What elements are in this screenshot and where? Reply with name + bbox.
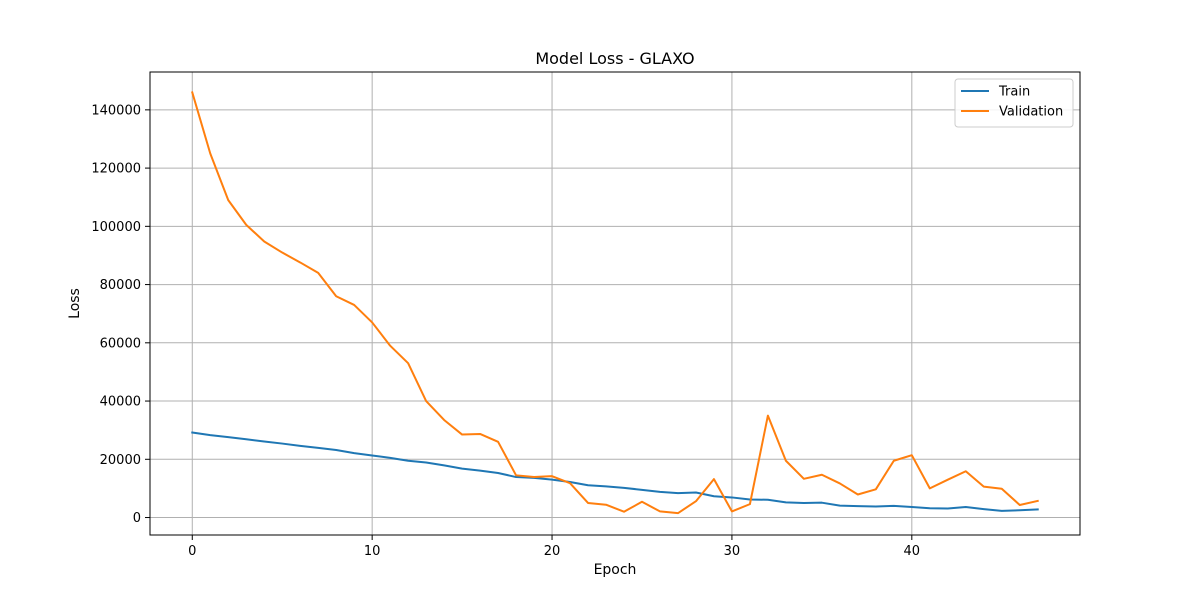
y-tick-label: 0 (133, 511, 141, 526)
axis-ticks: 0 10 20 30 40 0 20000 40000 60000 80000 100000 1200… (91, 103, 920, 559)
legend-label-validation: Validation (999, 105, 1063, 120)
y-axis-label: Loss (67, 288, 83, 319)
y-tick-label: 40000 (100, 395, 141, 410)
y-tick-label: 140000 (91, 103, 141, 118)
x-axis-label: Epoch (594, 562, 637, 578)
x-tick-label: 0 (188, 544, 196, 559)
y-tick-label: 60000 (100, 336, 141, 351)
y-tick-label: 100000 (91, 220, 141, 235)
grid-lines (150, 72, 1080, 535)
y-tick-label: 120000 (91, 162, 141, 177)
plot-frame (149, 71, 1081, 536)
legend-label-train: Train (998, 85, 1030, 100)
series-line-train (191, 431, 1039, 512)
chart-title: Model Loss - GLAXO (535, 49, 694, 68)
x-tick-label: 40 (904, 544, 921, 559)
y-tick-label: 20000 (100, 453, 141, 468)
legend: Train Validation (954, 78, 1074, 128)
series-line-validation (191, 91, 1039, 515)
x-tick-label: 20 (544, 544, 561, 559)
y-tick-label: 80000 (100, 278, 141, 293)
x-tick-label: 10 (364, 544, 381, 559)
series-lines (191, 91, 1039, 515)
x-tick-label: 30 (724, 544, 741, 559)
